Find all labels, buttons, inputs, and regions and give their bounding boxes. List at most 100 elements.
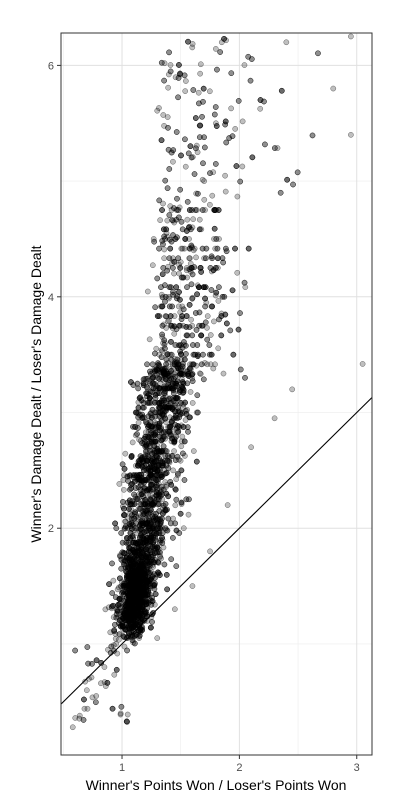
data-point (210, 169, 217, 176)
data-point (192, 310, 199, 316)
data-point (156, 448, 163, 454)
data-point (173, 129, 180, 135)
data-point (150, 374, 156, 380)
data-point (157, 405, 164, 411)
data-point (215, 345, 222, 352)
data-point (136, 506, 143, 512)
data-point (169, 406, 176, 412)
data-point (159, 303, 166, 310)
data-point (164, 217, 171, 224)
data-point (193, 190, 200, 197)
data-point (157, 525, 163, 532)
data-point (221, 293, 228, 300)
data-point (131, 501, 138, 507)
data-point (234, 193, 241, 200)
data-point (129, 546, 136, 553)
data-point (147, 562, 153, 569)
data-point (170, 265, 176, 271)
data-point (152, 304, 159, 311)
data-point (207, 332, 214, 338)
data-point (150, 385, 157, 392)
data-point (132, 602, 139, 609)
data-point (134, 496, 141, 502)
data-point (112, 621, 118, 628)
data-point (213, 289, 220, 296)
data-point (160, 371, 167, 377)
data-point (212, 292, 219, 299)
data-point (122, 525, 128, 532)
data-point (278, 87, 285, 94)
data-point (185, 371, 192, 377)
data-point (185, 38, 191, 45)
data-point (151, 517, 158, 524)
data-point (181, 356, 188, 363)
data-point (171, 323, 178, 330)
data-point (201, 144, 208, 151)
data-point (156, 385, 163, 392)
data-point (150, 456, 156, 463)
data-point (180, 306, 187, 313)
data-point (171, 270, 177, 277)
data-point (227, 327, 234, 334)
data-point (177, 70, 183, 77)
data-point (124, 719, 130, 725)
data-point (160, 241, 166, 248)
data-point (201, 196, 208, 203)
data-point (165, 493, 172, 500)
data-point (128, 379, 134, 385)
data-point (315, 50, 321, 57)
data-point (184, 216, 191, 223)
data-point (184, 198, 191, 205)
data-point (121, 561, 127, 568)
data-point (136, 592, 143, 598)
data-point (167, 245, 174, 252)
data-point (230, 351, 237, 358)
data-point (138, 491, 145, 498)
data-point (176, 322, 183, 329)
data-point (228, 105, 234, 112)
data-point (190, 448, 197, 454)
data-point (81, 696, 87, 703)
data-point (283, 39, 290, 46)
data-point (139, 415, 146, 421)
data-point (148, 601, 155, 608)
data-point (162, 453, 168, 459)
data-point (199, 176, 206, 183)
data-point (114, 608, 121, 615)
data-point (121, 505, 127, 512)
data-point (192, 115, 199, 121)
data-point (148, 507, 154, 513)
data-point (165, 71, 172, 78)
data-point (218, 313, 225, 319)
data-point (212, 161, 219, 167)
data-point (167, 68, 174, 75)
data-point (181, 477, 188, 483)
data-point (110, 602, 116, 609)
data-point (138, 544, 145, 550)
data-point (196, 284, 202, 291)
data-point (178, 371, 185, 377)
data-point (167, 400, 174, 406)
data-point (221, 36, 227, 42)
data-point (294, 169, 301, 176)
data-point (163, 571, 170, 578)
data-point (104, 680, 111, 686)
data-point (185, 428, 191, 435)
data-point (126, 594, 132, 601)
data-point (153, 483, 160, 490)
y-tick-label: 6 (48, 60, 54, 72)
data-point (245, 245, 252, 252)
data-point (162, 428, 169, 435)
data-point (177, 186, 184, 193)
data-point (182, 136, 188, 143)
data-point (218, 332, 225, 339)
data-point (214, 66, 220, 73)
data-point (140, 511, 146, 518)
data-point (174, 195, 180, 202)
data-point (235, 326, 242, 333)
data-point (130, 570, 136, 577)
data-point (176, 342, 183, 349)
data-point (135, 538, 142, 545)
data-point (178, 366, 184, 372)
data-point (154, 313, 161, 319)
